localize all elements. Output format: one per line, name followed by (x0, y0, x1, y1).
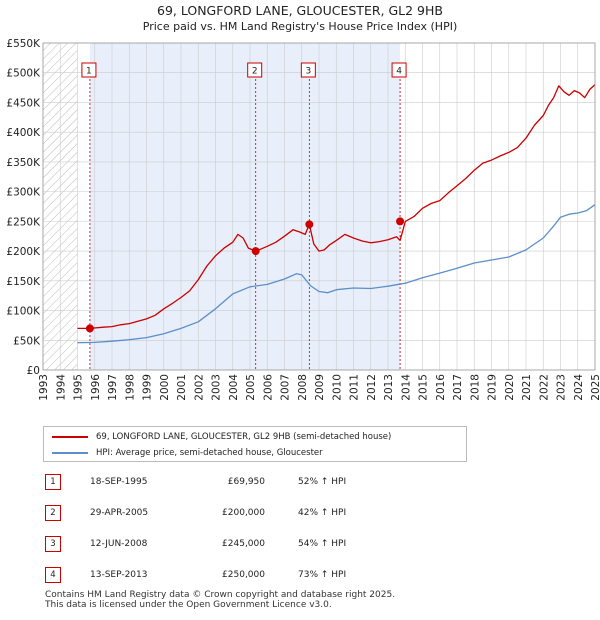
y-tick-label: £50K (13, 335, 41, 347)
price-chart: 1 2 3 4 £0 £50K £100K £150K £200K £250K £300K £350K… (6, 38, 600, 401)
y-tick-label: £450K (6, 97, 41, 109)
sale-marker-label: 3 (305, 67, 311, 77)
legend-label-hpi: HPI: Average price, semi-detached house,… (96, 448, 323, 458)
x-tick-label: 1998 (124, 374, 136, 401)
x-tick-label: 2020 (504, 374, 516, 401)
sale-price: £200,000 (222, 508, 265, 518)
x-tick-label: 2003 (211, 374, 223, 401)
sale-date: 18-SEP-1995 (90, 477, 148, 487)
y-tick-label: £200K (6, 246, 41, 258)
hpi-line (77, 204, 596, 344)
y-tick-label: £300K (6, 187, 41, 199)
x-tick-label: 1995 (73, 374, 85, 401)
sale-price: £69,950 (227, 477, 265, 487)
x-tick-label: 2000 (159, 374, 171, 401)
plot-frame (42, 42, 596, 371)
y-tick-label: £100K (6, 306, 41, 318)
y-tick-label: £250K (6, 216, 41, 228)
x-tick-label: 2011 (349, 374, 361, 401)
footer-copyright: Contains HM Land Registry data © Crown c… (45, 590, 396, 600)
sale-date: 13-SEP-2013 (90, 570, 148, 580)
sale-price: £250,000 (222, 570, 265, 580)
sale-marker-dot (85, 324, 94, 333)
footer-licence: This data is licensed under the Open Gov… (45, 600, 332, 610)
y-tick-label: £400K (6, 127, 41, 139)
x-tick-label: 1997 (107, 374, 119, 401)
y-tick-label: £150K (6, 276, 41, 288)
x-tick-label: 2009 (314, 374, 326, 401)
x-tick-label: 2008 (297, 374, 309, 401)
x-tick-label: 2012 (366, 374, 378, 401)
chart-title: 69, LONGFORD LANE, GLOUCESTER, GL2 9HB (157, 3, 443, 18)
y-tick-label: £500K (6, 68, 41, 80)
legend-item-property: 69, LONGFORD LANE, GLOUCESTER, GL2 9HB (… (52, 430, 391, 444)
sale-marker-box (247, 62, 263, 78)
x-tick-label: 2019 (487, 374, 499, 401)
x-tick-label: 2024 (573, 374, 585, 401)
x-tick-label: 2007 (280, 374, 292, 401)
sale-number-badge: 2 (45, 505, 61, 521)
sale-hpi-change: 42% ↑ HPI (298, 508, 347, 518)
chart-subtitle: Price paid vs. HM Land Registry's House … (142, 20, 458, 33)
sale-row: 3 12-JUN-2008 £245,000 54% ↑ HPI (45, 536, 445, 554)
x-tick-label: 2010 (331, 374, 343, 401)
legend-swatch-hpi (52, 451, 88, 454)
legend-item-hpi: HPI: Average price, semi-detached house,… (52, 446, 323, 460)
sale-marker-label: 2 (252, 67, 258, 77)
x-tick-label: 2018 (469, 374, 481, 401)
x-tick-label: 2015 (418, 374, 430, 401)
x-tick-label: 2022 (538, 374, 550, 401)
x-tick-label: 1999 (142, 374, 154, 401)
sale-hpi-change: 52% ↑ HPI (298, 477, 347, 487)
sale-marker-dot (305, 220, 314, 229)
x-tick-label: 2002 (193, 374, 205, 401)
sale-marker-label: 4 (396, 67, 402, 77)
sale-date: 12-JUN-2008 (90, 539, 148, 549)
x-tick-label: 2021 (521, 374, 533, 401)
x-tick-label: 2017 (452, 374, 464, 401)
sale-number-badge: 1 (45, 474, 61, 490)
x-tick-label: 2025 (590, 374, 600, 401)
sale-hpi-change: 73% ↑ HPI (298, 570, 347, 580)
y-tick-label: £0 (27, 365, 40, 377)
x-tick-label: 2014 (400, 374, 412, 401)
sale-date: 29-APR-2005 (90, 508, 149, 518)
shaded-region (89, 43, 401, 370)
sale-number-badge: 4 (45, 567, 61, 583)
sale-marker-box (81, 62, 97, 78)
sale-hpi-change: 54% ↑ HPI (298, 539, 347, 549)
sale-row: 4 13-SEP-2013 £250,000 73% ↑ HPI (45, 567, 445, 585)
legend-label-property: 69, LONGFORD LANE, GLOUCESTER, GL2 9HB (… (96, 432, 392, 442)
sale-marker-dot (396, 217, 405, 226)
x-tick-label: 2004 (228, 374, 240, 401)
x-tick-label: 2001 (176, 374, 188, 401)
x-tick-label: 2005 (245, 374, 257, 401)
sale-marker-dot (251, 247, 260, 256)
sale-row: 2 29-APR-2005 £200,000 42% ↑ HPI (45, 505, 445, 523)
x-tick-label: 2016 (435, 374, 447, 401)
x-tick-label: 1996 (90, 374, 102, 401)
x-tick-label: 1994 (55, 374, 67, 401)
x-tick-label: 2006 (262, 374, 274, 401)
sale-marker-label: 1 (86, 67, 92, 77)
chart-legend: 69, LONGFORD LANE, GLOUCESTER, GL2 9HB (… (43, 426, 467, 462)
sale-marker-box (300, 62, 316, 78)
x-tick-label: 2013 (383, 374, 395, 401)
sale-marker-box (391, 62, 407, 78)
x-tick-label: 2023 (556, 374, 568, 401)
y-tick-label: £550K (6, 38, 41, 50)
y-tick-label: £350K (6, 157, 41, 169)
x-tick-label: 1993 (38, 374, 50, 401)
legend-swatch-property (52, 435, 88, 438)
sale-number-badge: 3 (45, 536, 61, 552)
sale-row: 1 18-SEP-1995 £69,950 52% ↑ HPI (45, 474, 445, 492)
footer: Contains HM Land Registry data © Crown c… (45, 590, 395, 610)
sale-price: £245,000 (222, 539, 265, 549)
property-price-line (77, 84, 596, 330)
